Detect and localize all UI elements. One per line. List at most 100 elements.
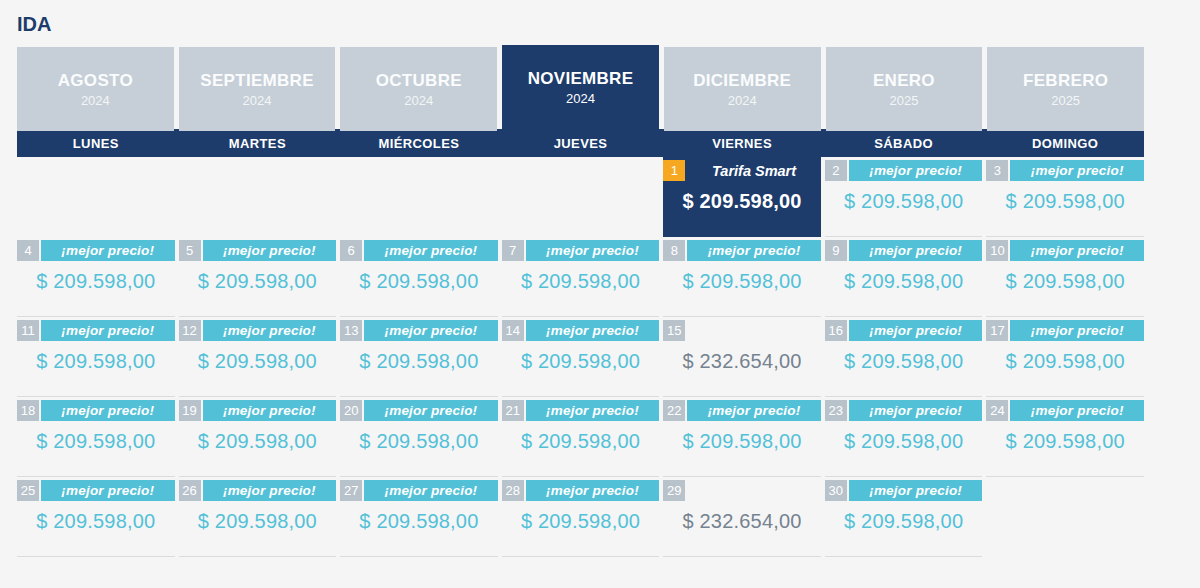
calendar-cell-day-27[interactable]: 27¡mejor precio!$ 209.598,00 [340,477,498,557]
price: $ 209.598,00 [825,510,983,533]
weekday-label: MIÉRCOLES [340,136,498,151]
calendar-cell-day-5[interactable]: 5¡mejor precio!$ 209.598,00 [179,237,337,317]
calendar-cell-day-4[interactable]: 4¡mejor precio!$ 209.598,00 [17,237,175,317]
calendar-cell-day-17[interactable]: 17¡mejor precio!$ 209.598,00 [986,317,1144,397]
price: $ 209.598,00 [179,510,337,533]
day-number-badge: 6 [340,240,362,261]
price: $ 209.598,00 [179,350,337,373]
badge-row: 15 [663,320,821,341]
best-price-badge: ¡mejor precio! [526,480,660,501]
calendar-cell-empty [17,157,175,237]
calendar-cell-day-8[interactable]: 8¡mejor precio!$ 209.598,00 [663,237,821,317]
calendar-cell-day-21[interactable]: 21¡mejor precio!$ 209.598,00 [502,397,660,477]
calendar-cell-day-9[interactable]: 9¡mejor precio! $ 209.598,00 [825,237,983,317]
badge-row: 24¡mejor precio! [986,400,1144,421]
calendar-cell-day-18[interactable]: 18¡mejor precio!$ 209.598,00 [17,397,175,477]
calendar-cell-day-22[interactable]: 22¡mejor precio!$ 209.598,00 [663,397,821,477]
day-number-badge: 19 [179,400,201,421]
price: $ 209.598,00 [825,270,983,293]
day-number-badge: 17 [986,320,1008,341]
price: $ 209.598,00 [340,270,498,293]
month-tab-year: 2024 [243,93,272,108]
calendar-cell-day-24[interactable]: 24¡mejor precio!$ 209.598,00 [986,397,1144,477]
day-number-badge: 5 [179,240,201,261]
month-tab-label: DICIEMBRE [693,71,791,91]
weekday-label: VIERNES [663,136,821,151]
day-number-badge: 23 [825,400,847,421]
calendar-cell-day-28[interactable]: 28¡mejor precio!$ 209.598,00 [502,477,660,557]
badge-row: 19¡mejor precio! [179,400,337,421]
calendar-cell-day-14[interactable]: 14¡mejor precio!$ 209.598,00 [502,317,660,397]
day-number-badge: 12 [179,320,201,341]
best-price-badge: ¡mejor precio! [203,320,337,341]
month-tab-label: OCTUBRE [376,71,462,91]
badge-row: 20¡mejor precio! [340,400,498,421]
price: $ 209.598,00 [340,510,498,533]
best-price-badge: ¡mejor precio! [364,400,498,421]
month-tab-year: 2024 [81,93,110,108]
day-number-badge: 16 [825,320,847,341]
month-tab-septiembre[interactable]: SEPTIEMBRE2024 [179,47,336,131]
month-tab-octubre[interactable]: OCTUBRE 2024 [340,47,497,131]
calendar-cell-day-13[interactable]: 13¡mejor precio!$ 209.598,00 [340,317,498,397]
best-price-badge: ¡mejor precio! [364,240,498,261]
calendar-cell-day-30[interactable]: 30¡mejor precio!$ 209.598,00 [825,477,983,557]
calendar-cell-day-23[interactable]: 23¡mejor precio!$ 209.598,00 [825,397,983,477]
calendar-cell-day-29[interactable]: 29$ 232.654,00 [663,477,821,557]
calendar-cell-day-16[interactable]: 16¡mejor precio!$ 209.598,00 [825,317,983,397]
weekday-label: LUNES [17,136,175,151]
calendar-cell-day-19[interactable]: 19¡mejor precio!$ 209.598,00 [179,397,337,477]
price: $ 209.598,00 [663,190,821,213]
calendar-cell-day-2[interactable]: 2¡mejor precio!$ 209.598,00 [825,157,983,237]
month-tab-diciembre[interactable]: DICIEMBRE2024 [664,47,821,131]
day-number-badge: 13 [340,320,362,341]
month-tab-year: 2024 [404,93,433,108]
calendar-grid: 1Tarifa Smart$ 209.598,002¡mejor precio!… [17,157,1144,557]
badge-row: 28¡mejor precio! [502,480,660,501]
price: $ 209.598,00 [663,430,821,453]
badge-row: 9¡mejor precio! [825,240,983,261]
best-price-badge: ¡mejor precio! [526,240,660,261]
calendar-cell-day-15[interactable]: 15$ 232.654,00 [663,317,821,397]
month-tab-agosto[interactable]: AGOSTO2024 [17,47,174,131]
price: $ 209.598,00 [179,270,337,293]
day-number-badge: 27 [340,480,362,501]
month-tab-enero[interactable]: ENERO2025 [826,47,983,131]
calendar-cell-day-11[interactable]: 11¡mejor precio!$ 209.598,00 [17,317,175,397]
price: $ 209.598,00 [502,270,660,293]
best-price-badge: ¡mejor precio! [1010,240,1144,261]
day-number-badge: 25 [17,480,39,501]
month-tab-febrero[interactable]: FEBRERO2025 [987,47,1144,131]
calendar-cell-day-7[interactable]: 7¡mejor precio! $ 209.598,00 [502,237,660,317]
calendar-cell-day-12[interactable]: 12¡mejor precio! $ 209.598,00 [179,317,337,397]
best-price-badge: ¡mejor precio! [526,320,660,341]
month-tabs: AGOSTO2024SEPTIEMBRE2024OCTUBRE2024NOVIE… [17,47,1144,121]
calendar-cell-day-20[interactable]: 20¡mejor precio!$ 209.598,00 [340,397,498,477]
calendar-cell-day-10[interactable]: 10¡mejor precio!$ 209.598,00 [986,237,1144,317]
month-tab-year: 2025 [1051,93,1080,108]
day-number-badge: 9 [825,240,847,261]
calendar-cell-day-1[interactable]: 1Tarifa Smart$ 209.598,00 [663,157,821,237]
badge-row: 2¡mejor precio! [825,160,983,181]
day-number-badge: 7 [502,240,524,261]
badge-row: 7¡mejor precio! [502,240,660,261]
day-number-badge: 8 [663,240,685,261]
calendar-cell-day-3[interactable]: 3¡mejor precio!$ 209.598,00 [986,157,1144,237]
day-number-badge: 2 [825,160,847,181]
day-number-badge: 22 [663,400,685,421]
best-price-badge: ¡mejor precio! [1010,320,1144,341]
badge-row: 13¡mejor precio! [340,320,498,341]
calendar-cell-day-6[interactable]: 6¡mejor precio! $ 209.598,00 [340,237,498,317]
page-title: IDA [17,14,1200,34]
day-number-badge: 3 [986,160,1008,181]
best-price-badge: ¡mejor precio! [849,320,983,341]
day-number-badge: 26 [179,480,201,501]
month-tab-noviembre[interactable]: NOVIEMBRE2024 [502,45,659,129]
calendar-cell-day-25[interactable]: 25¡mejor precio!$ 209.598,00 [17,477,175,557]
best-price-badge: ¡mejor precio! [687,240,821,261]
price: $ 209.598,00 [17,430,175,453]
best-price-badge: ¡mejor precio! [364,320,498,341]
price: $ 232.654,00 [663,510,821,533]
calendar-cell-empty [179,157,337,237]
calendar-cell-day-26[interactable]: 26¡mejor precio!$ 209.598,00 [179,477,337,557]
